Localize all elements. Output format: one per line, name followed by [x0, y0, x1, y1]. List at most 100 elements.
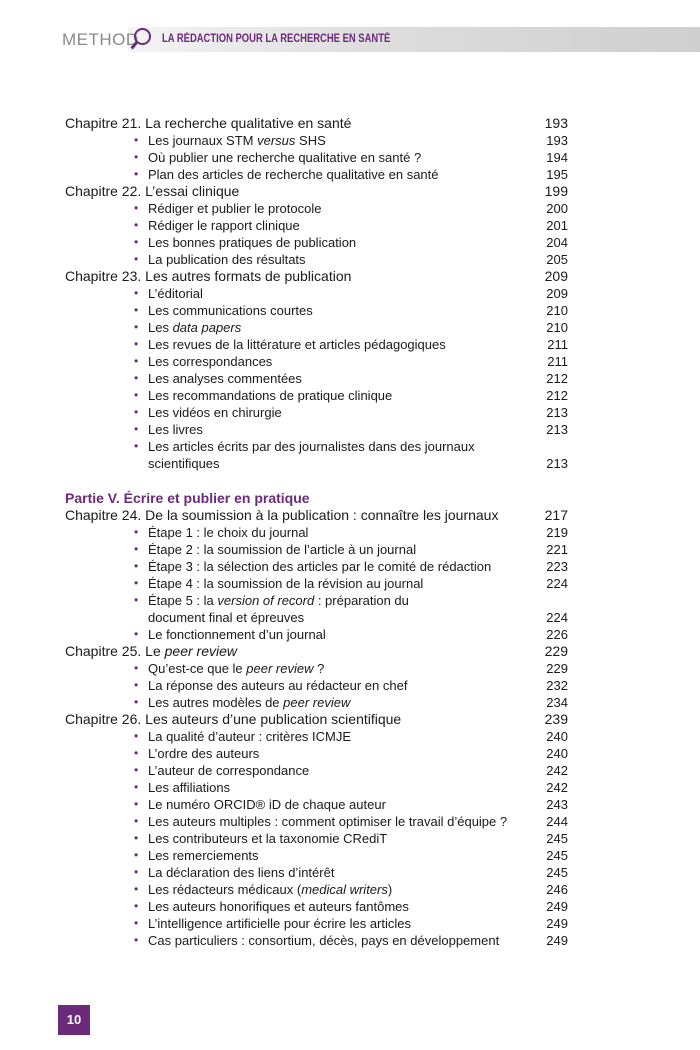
entry-title: La déclaration des liens d’intérêt	[148, 864, 568, 881]
title-text: Les revues de la littérature et articles…	[148, 337, 446, 352]
title-text: Les contributeurs et la taxonomie CRediT	[148, 831, 388, 846]
entry-title: Les livres	[148, 421, 568, 438]
entry-title: Chapitre 25. Le peer review	[65, 643, 568, 660]
bullet-icon: •	[134, 150, 139, 164]
toc-entry: • Les vidéos en chirurgie 213	[65, 404, 568, 421]
entry-title: Rédiger et publier le protocole	[148, 200, 568, 217]
title-text: La qualité d’auteur : critères ICMJE	[148, 729, 352, 744]
bullet-icon: •	[134, 252, 139, 266]
entry-title: La qualité d’auteur : critères ICMJE	[148, 728, 568, 745]
entry-title: Les autres modèles de peer review	[148, 694, 568, 711]
title-italic: version of record	[217, 593, 315, 608]
entry-title: Plan des articles de recherche qualitati…	[148, 166, 568, 183]
toc-entry: • La publication des résultats 205	[65, 251, 568, 268]
bullet-icon: •	[134, 422, 139, 436]
toc-chapter: Chapitre 24. De la soumission à la publi…	[65, 507, 568, 524]
entry-title: Qu’est-ce que le peer review ?	[148, 660, 568, 677]
entry-title: Les vidéos en chirurgie	[148, 404, 568, 421]
title-text: Cas particuliers : consortium, décès, pa…	[148, 933, 500, 948]
entry-title: Les communications courtes	[148, 302, 568, 319]
title-text: L’auteur de correspondance	[148, 763, 310, 778]
title-italic: peer review	[164, 643, 237, 659]
entry-title: Chapitre 26. Les auteurs d’une publicati…	[65, 711, 568, 728]
page-ref: 200	[546, 201, 568, 216]
toc-entry: • L’intelligence artificielle pour écrire…	[65, 915, 568, 932]
title-italic: versus	[257, 133, 296, 148]
toc-chapter: Chapitre 26. Les auteurs d’une publicati…	[65, 711, 568, 728]
page-ref: 223	[546, 559, 568, 574]
page-ref: 193	[544, 115, 568, 131]
title-text: Les	[148, 320, 173, 335]
page-ref: 204	[546, 235, 568, 250]
entry-title: Rédiger le rapport clinique	[148, 217, 568, 234]
title-italic: medical writers	[301, 882, 388, 897]
page-ref: 211	[547, 337, 568, 352]
bullet-icon: •	[134, 133, 139, 147]
page-ref: 212	[546, 371, 568, 386]
title-text: Chapitre 21. La recherche qualitative en…	[65, 115, 352, 131]
page-ref: 240	[546, 746, 568, 761]
page-ref: 245	[546, 831, 568, 846]
toc-entry: • Où publier une recherche qualitative en…	[65, 149, 568, 166]
toc-entry: • Les autres modèles de peer review 234	[65, 694, 568, 711]
bullet-icon: •	[134, 303, 139, 317]
title-text: La réponse des auteurs au rédacteur en c…	[148, 678, 408, 693]
bullet-icon: •	[134, 593, 139, 607]
title-text: Chapitre 23. Les autres formats de publi…	[65, 268, 352, 284]
page-ref: 229	[546, 661, 568, 676]
series-logo: METHOD	[62, 30, 139, 49]
title-text: Les auteurs multiples : comment optimise…	[148, 814, 508, 829]
entry-title: Les rédacteurs médicaux (medical writers…	[148, 881, 568, 898]
bullet-icon: •	[134, 661, 139, 675]
title-text: Les correspondances	[148, 354, 273, 369]
title-text: Étape 3 : la sélection des articles par …	[148, 559, 492, 574]
bullet-icon: •	[134, 235, 139, 249]
bullet-icon: •	[134, 371, 139, 385]
bullet-icon: •	[134, 576, 139, 590]
page-ref: 232	[546, 678, 568, 693]
page-ref: 245	[546, 865, 568, 880]
toc-entry: • Les communications courtes 210	[65, 302, 568, 319]
toc-entry: • L’ordre des auteurs 240	[65, 745, 568, 762]
entry-title: Les affiliations	[148, 779, 568, 796]
bullet-icon: •	[134, 916, 139, 930]
entry-title: La publication des résultats	[148, 251, 568, 268]
toc-entry: • Le numéro ORCID® iD de chaque auteur 243	[65, 796, 568, 813]
bullet-icon: •	[134, 405, 139, 419]
toc-entry: • Les revues de la littérature et article…	[65, 336, 568, 353]
toc-entry: • Les affiliations 242	[65, 779, 568, 796]
title-text: Chapitre 24. De la soumission à la publi…	[65, 507, 499, 523]
bullet-icon: •	[134, 695, 139, 709]
page-ref: 242	[546, 780, 568, 795]
title-text: Chapitre 22. L’essai clinique	[65, 183, 240, 199]
entry-title: Chapitre 22. L’essai clinique	[65, 183, 568, 200]
page-ref: 219	[546, 525, 568, 540]
bullet-icon: •	[134, 627, 139, 641]
title-text: Les journaux STM	[148, 133, 258, 148]
page-ref: 209	[544, 268, 568, 284]
toc-entry: • Les analyses commentées 212	[65, 370, 568, 387]
title-text: Où publier une recherche qualitative en …	[148, 150, 422, 165]
entry-title: Chapitre 24. De la soumission à la publi…	[65, 507, 568, 524]
page-ref: 205	[546, 252, 568, 267]
entry-title: Les auteurs honorifiques et auteurs fant…	[148, 898, 568, 915]
title-text: Les livres	[148, 422, 203, 437]
page-ref: 193	[546, 133, 568, 148]
entry-title: Les contributeurs et la taxonomie CRediT	[148, 830, 568, 847]
bullet-icon: •	[134, 320, 139, 334]
title-italic: data papers	[172, 320, 242, 335]
title-text: )	[387, 882, 393, 897]
entry-title: Étape 3 : la sélection des articles par …	[148, 558, 568, 575]
bullet-icon: •	[134, 354, 139, 368]
page-ref: 209	[546, 286, 568, 301]
bullet-icon: •	[134, 814, 139, 828]
entry-title: L’auteur de correspondance	[148, 762, 568, 779]
entry-title: La réponse des auteurs au rédacteur en c…	[148, 677, 568, 694]
toc-entry: • La réponse des auteurs au rédacteur en …	[65, 677, 568, 694]
bullet-icon: •	[134, 388, 139, 402]
page-ref: 201	[546, 218, 568, 233]
entry-title: Étape 5 : la version of record : prépara…	[148, 592, 568, 626]
page-ref: 246	[546, 882, 568, 897]
title-text: La publication des résultats	[148, 252, 306, 267]
page-number: 10	[58, 1005, 90, 1035]
